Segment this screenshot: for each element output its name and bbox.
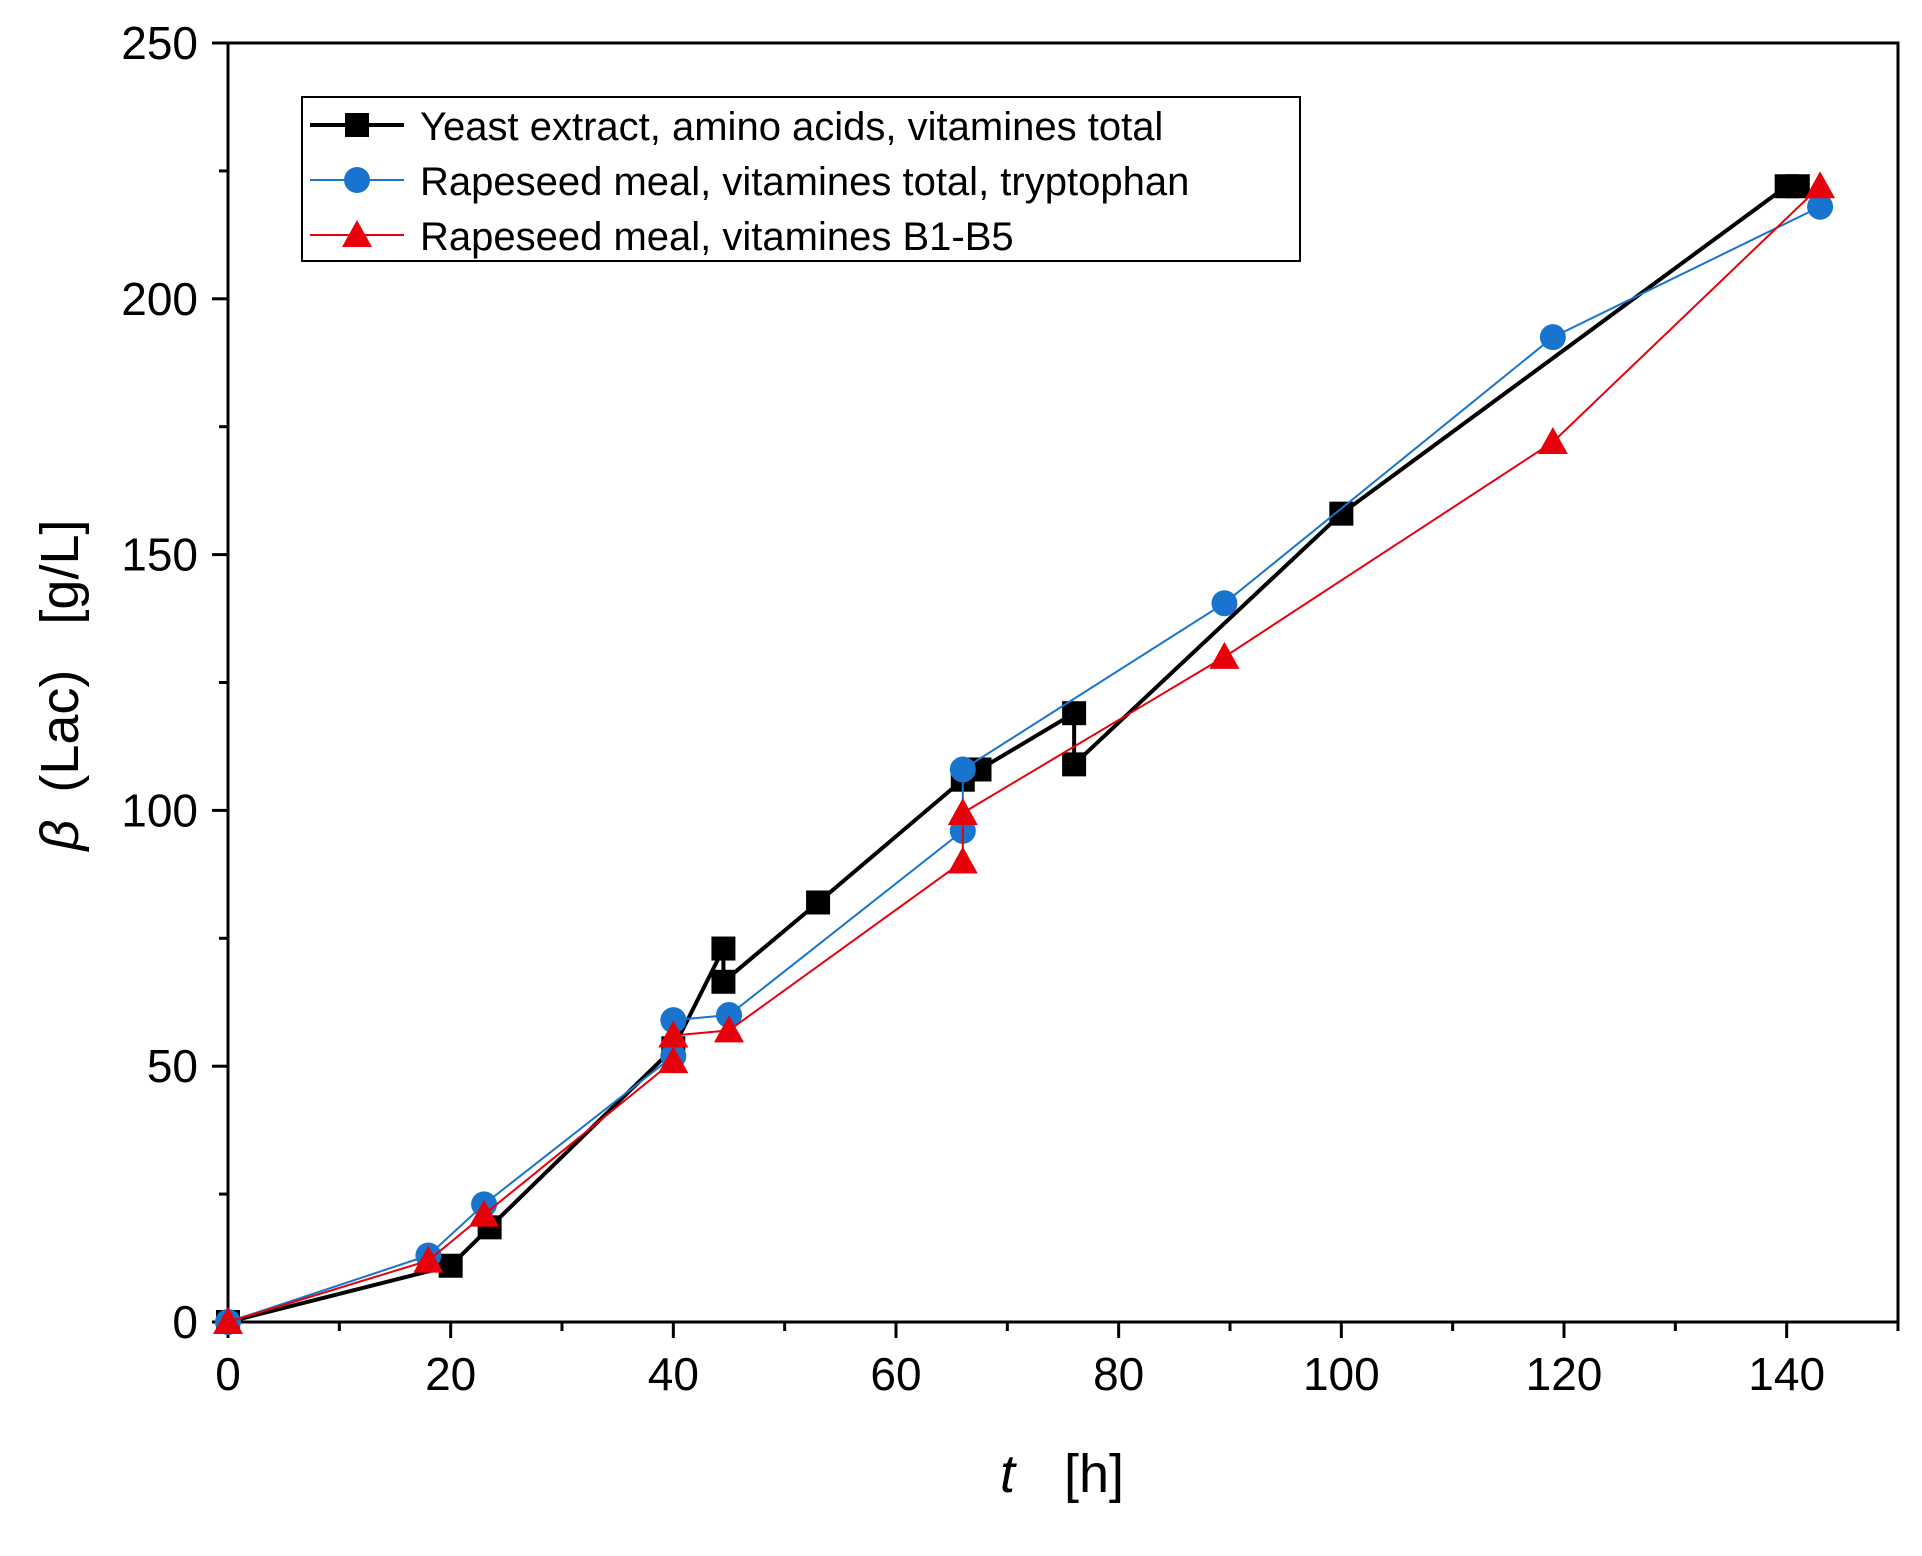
series-line-1 [227,184,1798,1324]
legend-box [301,96,1301,262]
series-line-3 [227,185,1821,1323]
legend-marker-square [345,113,369,137]
legend-label: Rapeseed meal, vitamines total, tryptoph… [420,160,1189,204]
data-point-triangle [213,1307,243,1334]
legend-marker-triangle [342,220,372,247]
legend-layer: Yeast extract, amino acids, vitamines to… [301,96,1301,262]
data-point-circle [1211,590,1238,617]
y-tick-label: 150 [121,529,198,581]
series-layer [213,171,1836,1335]
data-point-triangle [658,1046,689,1074]
y-axis-name: (Lac) [30,670,90,793]
x-tick-label: 60 [870,1348,921,1400]
data-point-circle [1539,324,1566,351]
y-axis-unit: [g/L] [30,520,90,625]
data-point-square [1329,501,1354,526]
x-tick-label: 40 [648,1348,699,1400]
x-tick-label: 120 [1526,1348,1603,1400]
data-point-square [806,890,831,915]
x-axis-label: t [h] [1000,1444,1124,1504]
data-point-square [711,969,736,994]
data-point-circle [1807,193,1834,220]
x-axis-symbol: t [1000,1444,1017,1504]
legend-marker-circle [344,167,370,193]
data-point-square [1062,701,1087,726]
y-tick-label: 200 [121,273,198,325]
legend-label: Yeast extract, amino acids, vitamines to… [420,105,1163,149]
data-point-circle [949,756,976,783]
x-tick-label: 20 [425,1348,476,1400]
legend-item-3: Rapeseed meal, vitamines B1-B5 [310,215,1014,259]
data-point-square [1062,752,1087,777]
series-line-2 [227,205,1821,1323]
data-point-square [711,936,736,961]
legend-item-1: Yeast extract, amino acids, vitamines to… [310,105,1163,149]
x-tick-label: 140 [1748,1348,1825,1400]
data-point-triangle [1805,171,1836,199]
axes-layer: 0 20 40 60 80 100 120 140 0 50 100 150 200 250 [121,17,1900,1400]
x-tick-label: 0 [215,1348,241,1400]
series-1 [216,174,1810,1334]
data-point-triangle [658,1020,689,1048]
data-point-triangle [1537,427,1568,455]
x-tick-label: 80 [1093,1348,1144,1400]
y-axis-symbol: β [30,820,90,853]
x-tick-label: 100 [1303,1348,1380,1400]
series-3 [213,171,1836,1334]
series-2 [215,193,1834,1335]
data-point-triangle [413,1245,444,1273]
x-axis-unit: [h] [1064,1444,1124,1504]
y-tick-label: 250 [121,17,198,69]
y-axis-label: β (Lac) [g/L] [30,520,90,853]
data-point-square [1785,174,1810,199]
labels-layer: t [h] β (Lac) [g/L] [30,520,1124,1505]
legend-label: Rapeseed meal, vitamines B1-B5 [420,215,1014,259]
data-point-square [438,1253,463,1278]
data-point-triangle [947,797,978,825]
data-point-triangle [1209,641,1240,669]
y-tick-label: 50 [147,1040,198,1092]
data-point-circle [660,1007,687,1034]
data-point-triangle [947,846,978,874]
data-point-circle [716,1002,742,1029]
y-tick-label: 100 [121,784,198,836]
data-point-triangle [714,1015,744,1043]
data-point-triangle [469,1199,500,1227]
y-tick-label: 0 [172,1296,198,1348]
legend-item-2: Rapeseed meal, vitamines total, tryptoph… [310,160,1189,204]
